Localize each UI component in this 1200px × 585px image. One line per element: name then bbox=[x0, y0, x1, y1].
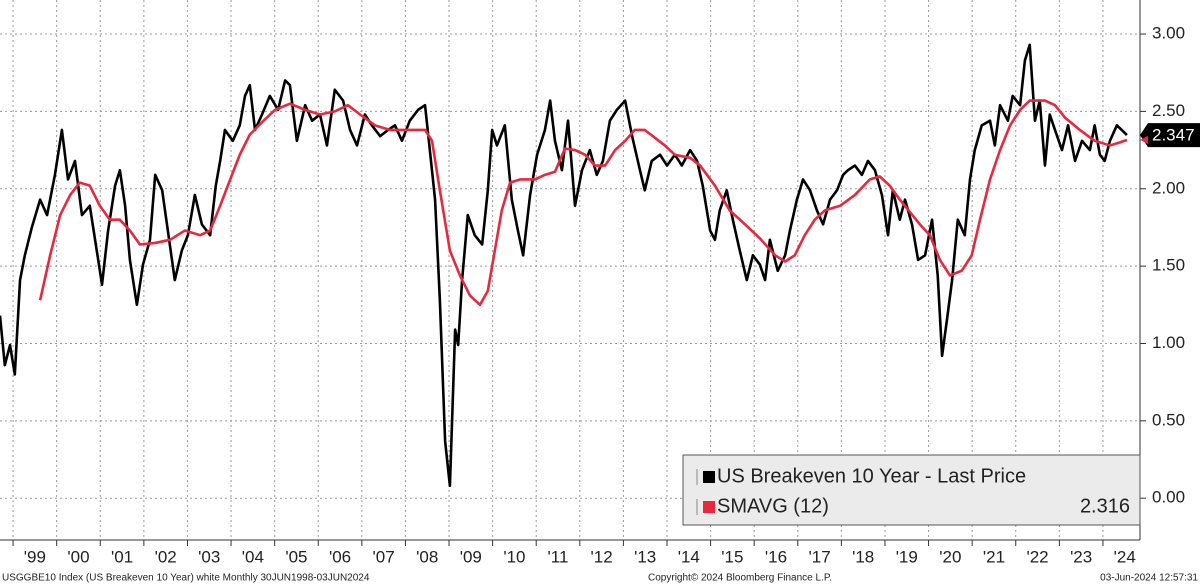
legend-label: US Breakeven 10 Year - Last Price bbox=[717, 465, 1026, 487]
legend-value: 2.316 bbox=[1080, 495, 1130, 517]
y-tick-label: 3.00 bbox=[1152, 24, 1185, 43]
x-tick-label: '06 bbox=[329, 547, 351, 566]
sma-tag bbox=[1140, 135, 1148, 144]
x-tick-label: '04 bbox=[242, 547, 264, 566]
last-price-tag bbox=[1140, 123, 1200, 148]
x-tick-label: '03 bbox=[198, 547, 220, 566]
y-tick-label: 1.00 bbox=[1152, 333, 1185, 352]
y-tick-label: 0.50 bbox=[1152, 410, 1185, 429]
x-tick-label: '10 bbox=[503, 547, 525, 566]
footer-center: Copyright© 2024 Bloomberg Finance L.P. bbox=[648, 573, 832, 584]
legend-swatch bbox=[703, 471, 715, 483]
x-tick-label: '16 bbox=[765, 547, 787, 566]
x-tick-label: '23 bbox=[1070, 547, 1092, 566]
x-tick-label: '14 bbox=[678, 547, 700, 566]
legend-label: SMAVG (12) bbox=[717, 495, 829, 517]
footer-right: 03-Jun-2024 12:57:31 bbox=[1100, 573, 1198, 584]
last-price-label: 2.347 bbox=[1152, 126, 1195, 145]
x-tick-label: '01 bbox=[111, 547, 133, 566]
x-tick-label: '05 bbox=[285, 547, 307, 566]
footer-left: USGGBE10 Index (US Breakeven 10 Year) wh… bbox=[2, 573, 370, 584]
x-tick-label: '13 bbox=[634, 547, 656, 566]
x-tick-label: '12 bbox=[591, 547, 613, 566]
x-tick-label: '15 bbox=[721, 547, 743, 566]
y-tick-label: 2.50 bbox=[1152, 101, 1185, 120]
x-tick-label: '02 bbox=[155, 547, 177, 566]
x-tick-label: '22 bbox=[1026, 547, 1048, 566]
x-tick-label: '00 bbox=[67, 547, 89, 566]
legend-swatch bbox=[703, 501, 715, 513]
y-tick-label: 2.00 bbox=[1152, 178, 1185, 197]
y-tick-label: 0.00 bbox=[1152, 488, 1185, 507]
x-tick-label: '11 bbox=[548, 547, 569, 566]
x-tick-label: '21 bbox=[983, 547, 1005, 566]
series-line bbox=[0, 43, 1128, 488]
series-line bbox=[38, 99, 1128, 307]
x-tick-label: '24 bbox=[1114, 547, 1136, 566]
x-tick-label: '09 bbox=[460, 547, 482, 566]
y-tick-label: 1.50 bbox=[1152, 256, 1185, 275]
x-tick-label: '17 bbox=[809, 547, 831, 566]
x-tick-label: '18 bbox=[852, 547, 874, 566]
x-tick-label: '99 bbox=[24, 547, 46, 566]
x-tick-label: '19 bbox=[896, 547, 918, 566]
x-tick-label: '20 bbox=[939, 547, 961, 566]
x-tick-label: '07 bbox=[373, 547, 395, 566]
x-tick-label: '08 bbox=[416, 547, 438, 566]
legend-box bbox=[682, 454, 1141, 526]
